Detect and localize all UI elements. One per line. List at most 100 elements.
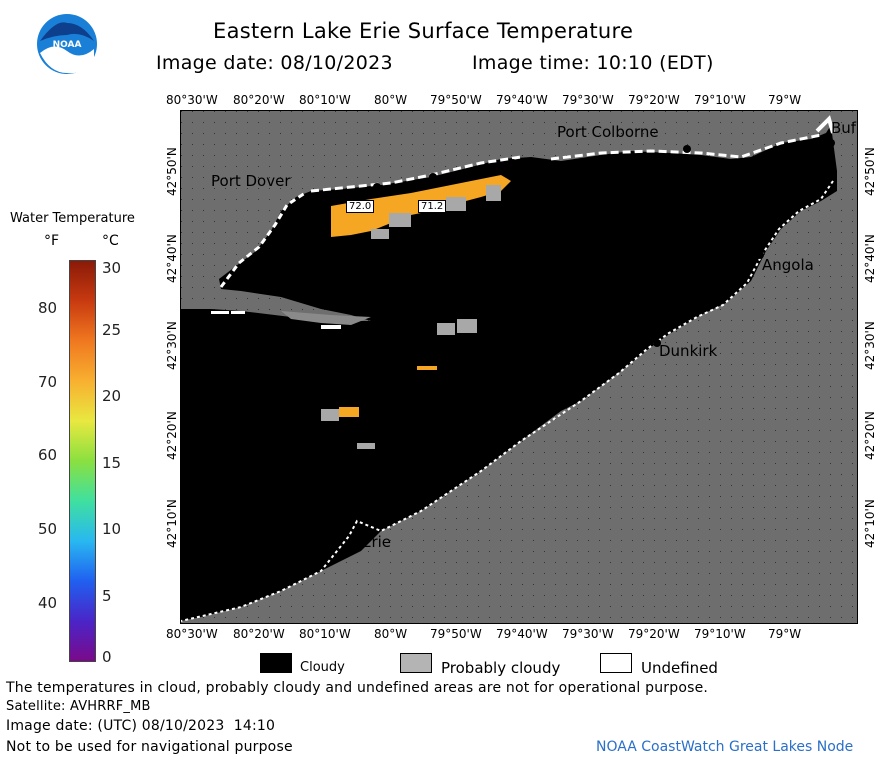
lon-tick: 79°50'W: [430, 93, 482, 107]
shore-marker: [509, 159, 517, 167]
nav-warning-text: Not to be used for navigational purpose: [6, 739, 293, 755]
legend-probably-cloudy-swatch: [400, 653, 432, 673]
lon-tick: 79°50'W: [430, 627, 482, 641]
disclaimer-text: The temperatures in cloud, probably clou…: [6, 680, 709, 696]
place-port-dover: Port Dover: [211, 172, 291, 190]
port-colborne-marker: [683, 145, 691, 153]
lat-tick: 42°30'N: [863, 321, 877, 370]
lon-tick: 80°W: [374, 93, 408, 107]
lat-tick: 42°40'N: [165, 234, 179, 283]
image-date-label: Image date: 08/10/2023: [156, 52, 393, 74]
probably-cloudy-patch: [446, 197, 466, 211]
f-tick: 70: [38, 373, 58, 391]
lake-map: [181, 111, 857, 623]
map-frame[interactable]: [180, 110, 858, 624]
lon-tick: 79°20'W: [628, 93, 680, 107]
colorbar-unit-f: °F: [44, 233, 60, 249]
undefined-fringe: [815, 115, 835, 134]
legend-undefined-swatch: [600, 653, 632, 673]
lon-tick: 80°20'W: [233, 627, 285, 641]
probably-cloudy-patch: [437, 323, 455, 335]
buffalo-marker: [827, 139, 835, 147]
probably-cloudy-patch: [389, 213, 411, 227]
probably-cloudy-patch: [371, 229, 389, 239]
colorbar: [69, 260, 96, 662]
temperature-label: 72.0: [346, 200, 375, 213]
c-tick: 25: [102, 321, 122, 339]
legend-probably-cloudy-label: Probably cloudy: [441, 659, 561, 677]
lon-tick: 80°W: [374, 627, 408, 641]
lon-tick: 79°40'W: [496, 627, 548, 641]
place-port-colborne: Port Colborne: [557, 123, 659, 141]
lat-tick: 42°30'N: [165, 321, 179, 370]
probably-cloudy-patch: [321, 409, 339, 421]
undefined-fringe: [550, 133, 822, 161]
undefined-fringe: [321, 325, 341, 329]
warm-water-patch: [417, 366, 437, 370]
warm-water-patch: [339, 407, 359, 417]
noaa-logo: NOAA: [36, 13, 98, 75]
place-angola: Angola: [762, 256, 814, 274]
f-tick: 80: [38, 299, 58, 317]
place-erie: Erie: [362, 533, 392, 551]
shore-marker: [373, 183, 381, 191]
lon-tick: 79°W: [768, 93, 802, 107]
undefined-fringe: [211, 311, 229, 314]
undefined-fringe: [219, 191, 306, 288]
image-time-label: Image time: 10:10 (EDT): [472, 52, 714, 74]
page-title: Eastern Lake Erie Surface Temperature: [213, 19, 634, 43]
lat-tick: 42°10'N: [165, 499, 179, 548]
lon-tick: 80°10'W: [299, 93, 351, 107]
c-tick: 0: [102, 648, 112, 666]
angola-marker: [756, 251, 764, 259]
lon-tick: 80°30'W: [166, 627, 218, 641]
svg-text:NOAA: NOAA: [53, 40, 82, 50]
coastwatch-node-link[interactable]: NOAA CoastWatch Great Lakes Node: [596, 739, 854, 755]
legend-cloudy-swatch: [260, 653, 292, 673]
c-tick: 30: [102, 259, 122, 277]
utc-date-text: Image date: (UTC) 08/10/2023 14:10: [6, 718, 276, 734]
temperature-label: 71.2: [418, 200, 447, 213]
f-tick: 50: [38, 520, 58, 538]
lon-tick: 80°10'W: [299, 627, 351, 641]
probably-cloudy-patch: [486, 185, 501, 201]
probably-cloudy-patch: [357, 443, 375, 449]
lon-tick: 79°30'W: [562, 93, 614, 107]
shore-marker: [429, 173, 437, 181]
c-tick: 10: [102, 520, 122, 538]
lat-tick: 42°50'N: [165, 147, 179, 196]
lon-tick: 80°20'W: [233, 93, 285, 107]
f-tick: 40: [38, 594, 58, 612]
probably-cloudy-patch: [457, 319, 477, 333]
lon-tick: 79°30'W: [562, 627, 614, 641]
lat-tick: 42°20'N: [165, 411, 179, 460]
lon-tick: 79°W: [768, 627, 802, 641]
c-tick: 15: [102, 454, 122, 472]
lon-tick: 79°20'W: [628, 627, 680, 641]
lon-tick: 79°10'W: [694, 627, 746, 641]
colorbar-unit-c: °C: [102, 233, 119, 249]
undefined-fringe: [231, 311, 245, 314]
undefined-fringe: [310, 155, 522, 193]
c-tick: 5: [102, 587, 112, 605]
lake-erie: [181, 125, 837, 621]
colorbar-title: Water Temperature: [10, 211, 135, 226]
lon-tick: 79°10'W: [694, 93, 746, 107]
legend-cloudy-label: Cloudy: [300, 660, 345, 675]
lat-tick: 42°50'N: [863, 147, 877, 196]
probably-cloudy-patch: [281, 311, 371, 325]
erie-marker: [355, 529, 363, 537]
f-tick: 60: [38, 446, 58, 464]
lat-tick: 42°10'N: [863, 499, 877, 548]
lon-tick: 79°40'W: [496, 93, 548, 107]
lat-tick: 42°20'N: [863, 411, 877, 460]
c-tick: 20: [102, 387, 122, 405]
legend-undefined-label: Undefined: [641, 659, 718, 677]
place-buffalo: Buf: [831, 119, 857, 137]
place-dunkirk: Dunkirk: [659, 342, 718, 360]
lat-tick: 42°40'N: [863, 234, 877, 283]
dunkirk-marker: [653, 339, 661, 347]
satellite-text: Satellite: AVHRRF_MB: [6, 699, 151, 714]
port-dover-marker: [307, 193, 317, 203]
lon-tick: 80°30'W: [166, 93, 218, 107]
